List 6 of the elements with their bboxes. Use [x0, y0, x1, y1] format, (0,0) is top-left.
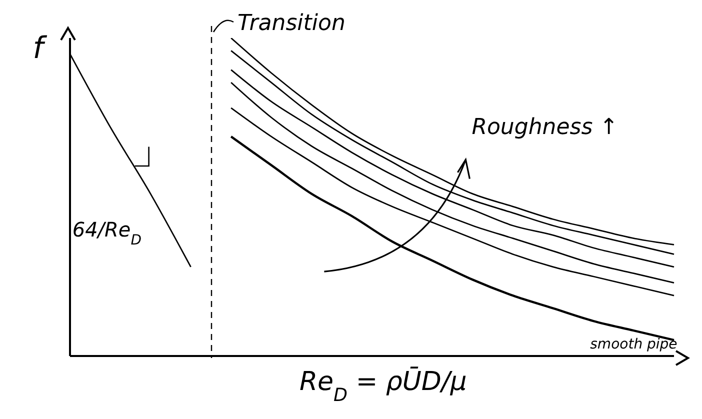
- annotation: 64/Re$_{D}$: [72, 217, 142, 248]
- x-axis-title: Re$_{D}$ = ρŪD/μ: [299, 366, 467, 406]
- annotation: Roughness ↑: [472, 115, 618, 140]
- series-label: smooth pipe: [590, 336, 678, 353]
- y-axis-title: f: [32, 31, 48, 66]
- text: Transition: [238, 11, 346, 36]
